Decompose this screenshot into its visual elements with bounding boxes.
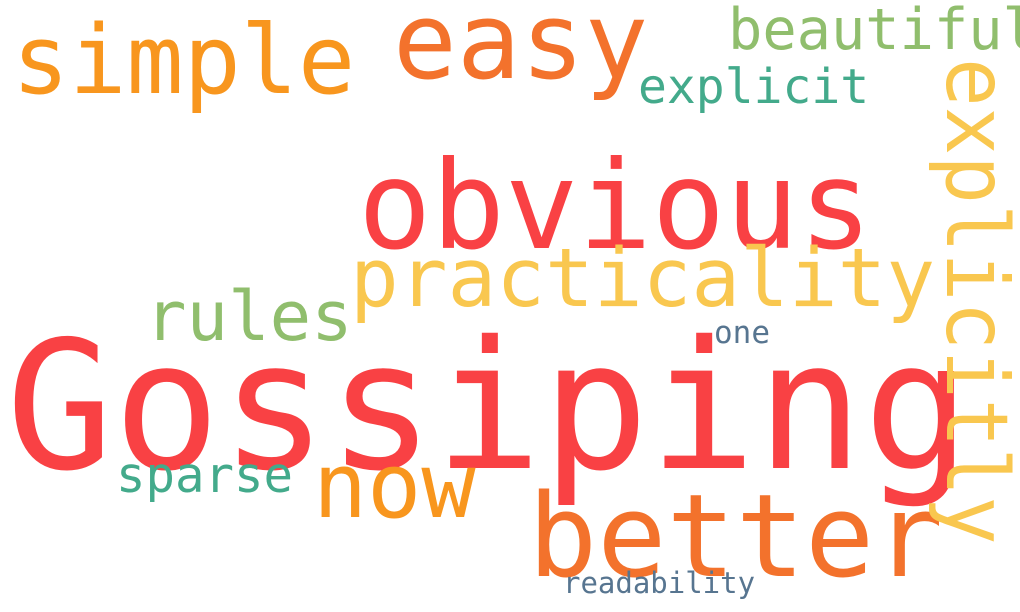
word-rules: rules xyxy=(145,277,353,357)
word-explicit: explicit xyxy=(638,59,870,115)
word-sparse: sparse xyxy=(116,447,294,504)
word-now: now xyxy=(313,434,476,539)
word-readability: readability xyxy=(563,566,756,600)
word-gossiping: Gossiping xyxy=(6,303,971,510)
word-obvious: obvious xyxy=(358,135,873,277)
word-practicality: practicality xyxy=(350,232,936,326)
word-beautiful: beautiful xyxy=(728,0,1020,63)
word-better: better xyxy=(528,470,944,604)
word-one: one xyxy=(714,315,770,351)
word-simple: simple xyxy=(12,6,356,116)
word-easy: easy xyxy=(393,0,649,103)
word-explicitly: explicitly xyxy=(926,58,1020,545)
